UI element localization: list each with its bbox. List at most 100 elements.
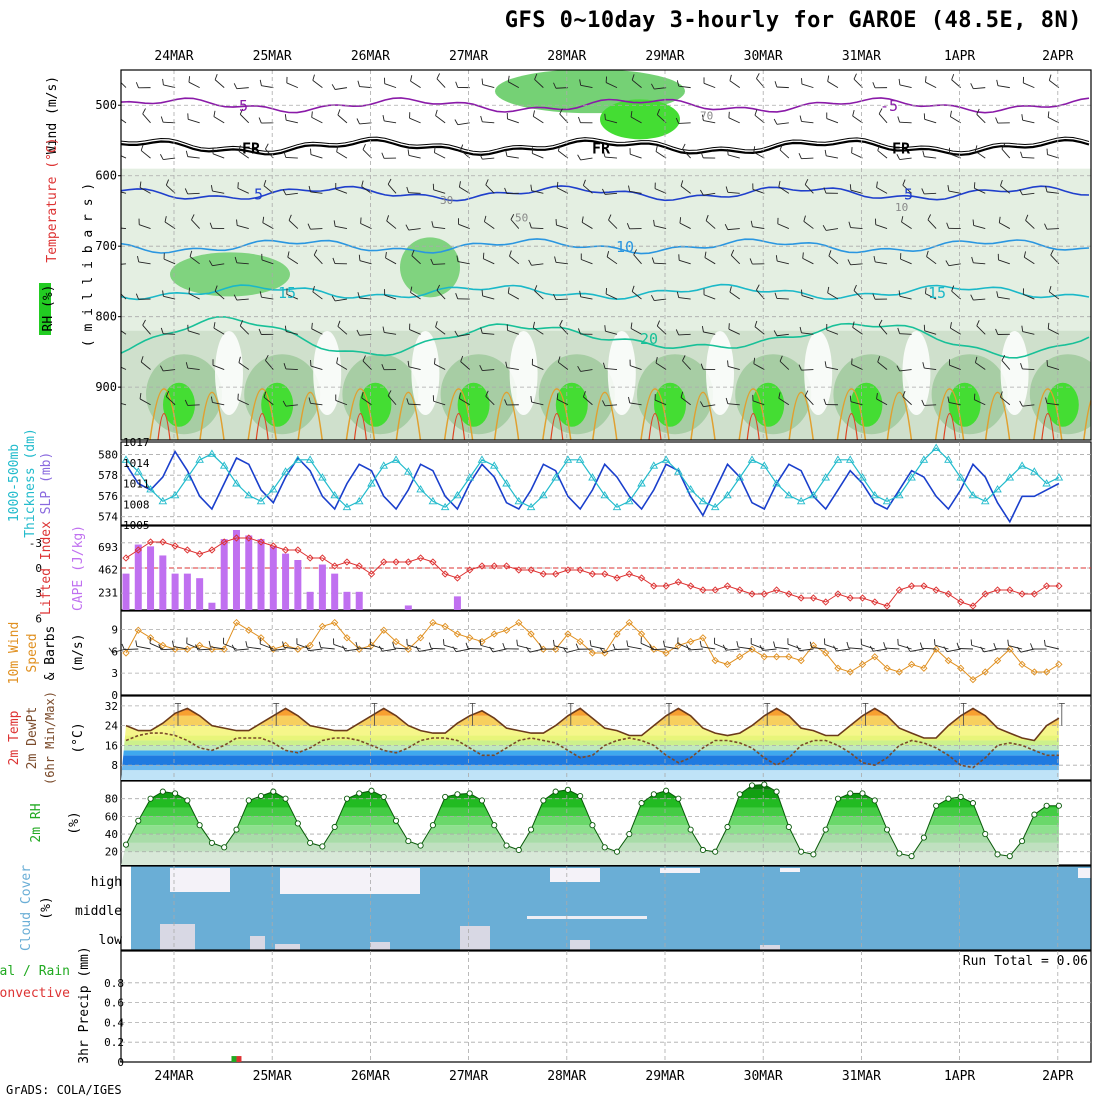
wind-barb: [1023, 82, 1035, 89]
wind-barb: [166, 396, 176, 406]
wind-barb: [259, 79, 262, 86]
wind-speed-marker: [220, 645, 228, 653]
thickness-marker: [895, 490, 904, 499]
wind-barb: [187, 156, 200, 159]
ytick-label: 500: [95, 98, 117, 112]
wind-barb: [386, 215, 390, 222]
wind-barb: [410, 75, 413, 82]
wind-barb: [287, 251, 290, 258]
ylabel-cloud-a: Cloud Cover: [19, 865, 34, 951]
wind-barb: [482, 121, 495, 124]
cape-bar: [147, 546, 155, 610]
li-marker: [1042, 582, 1051, 590]
wind-barb: [385, 251, 387, 259]
wind-barb: [165, 179, 170, 186]
ytick-label-right: 231: [98, 586, 118, 599]
li-marker: [429, 558, 437, 566]
thickness-marker: [980, 496, 990, 505]
wind-barb: [528, 259, 532, 266]
contour-label: 20: [640, 330, 658, 348]
contour-warm: [297, 391, 323, 440]
wind-barb: [187, 367, 200, 370]
wind-barb: [754, 320, 758, 327]
wind-speed-marker: [294, 645, 302, 653]
wind-barb: [485, 395, 495, 406]
wind-barb: [288, 214, 292, 221]
wind-barb: [974, 399, 986, 406]
ytick-label: 6: [111, 645, 118, 658]
contour-warm: [592, 391, 618, 440]
wind-barb: [606, 256, 618, 265]
wind-barb-10m: [663, 640, 666, 647]
wind-barb-10m: [539, 643, 543, 650]
ytick-label-right: 693: [98, 541, 118, 554]
li-marker: [822, 598, 830, 606]
thickness-marker: [269, 485, 278, 493]
wind-barb: [1022, 192, 1035, 196]
rh-marker: [392, 817, 400, 824]
wind-barb: [310, 365, 323, 370]
wind-barb: [457, 261, 470, 265]
rh-shade-blob: [600, 99, 680, 140]
wind-speed-marker: [981, 668, 989, 676]
wind-barb: [631, 74, 635, 81]
wind-barb: [774, 81, 778, 88]
cape-bar: [134, 544, 142, 610]
wind-barb: [286, 119, 298, 124]
cloud-low-block: [460, 926, 490, 950]
wind-barb: [776, 122, 789, 125]
wind-barb: [801, 120, 814, 124]
date-label-bottom: 25MAR: [253, 1069, 292, 1084]
wind-speed-marker: [797, 656, 805, 665]
wind-barb: [802, 252, 804, 259]
rh-contour-label: 10: [895, 201, 908, 214]
cape-bar: [159, 555, 167, 610]
wind-barb: [704, 251, 707, 258]
wind-barb: [530, 396, 533, 403]
wind-barb-10m: [305, 645, 309, 651]
rh-marker: [503, 842, 510, 849]
wind-barb: [633, 249, 637, 255]
wind-barb-10m: [345, 648, 360, 652]
contour-hot: [157, 413, 171, 440]
ytick-label-left: 580: [98, 448, 118, 461]
wind-barb: [335, 400, 348, 406]
rh-band: [121, 842, 1059, 852]
wind-barb: [924, 330, 937, 335]
wind-barb: [804, 390, 809, 397]
wind-barb: [236, 87, 249, 90]
rh-marker: [982, 831, 989, 838]
contour-warm: [836, 388, 867, 440]
wind-barb: [209, 222, 213, 229]
wind-barb: [1025, 214, 1029, 221]
wind-barb: [408, 192, 421, 194]
wind-barb: [876, 181, 878, 188]
wind-barb: [337, 326, 348, 335]
wind-barb: [997, 296, 1010, 300]
thickness-marker: [428, 496, 438, 505]
wind-barb: [408, 228, 421, 231]
thickness-marker: [1054, 473, 1064, 481]
wind-barb: [159, 154, 164, 160]
wind-barb: [1046, 191, 1059, 194]
rh-marker: [773, 788, 780, 795]
li-marker: [637, 574, 646, 582]
rh-marker: [491, 822, 498, 829]
rh-shade-blob: [509, 331, 538, 416]
wind-speed-marker: [367, 641, 376, 650]
wind-barb-10m: [428, 642, 432, 649]
wind-barb: [579, 290, 582, 297]
rh-marker: [577, 792, 584, 800]
rh-contour-label: 50: [515, 212, 528, 225]
wind-barb: [405, 224, 410, 231]
li-marker: [662, 582, 670, 590]
wind-barb: [163, 157, 176, 161]
wind-barb: [776, 86, 789, 89]
wind-barb: [482, 84, 495, 89]
wind-barb-10m: [415, 646, 420, 652]
wind-barb: [407, 149, 410, 156]
wind-barb: [876, 392, 878, 400]
wind-barb: [121, 293, 127, 300]
wind-barb: [947, 185, 950, 192]
wind-speed-marker: [392, 637, 400, 646]
